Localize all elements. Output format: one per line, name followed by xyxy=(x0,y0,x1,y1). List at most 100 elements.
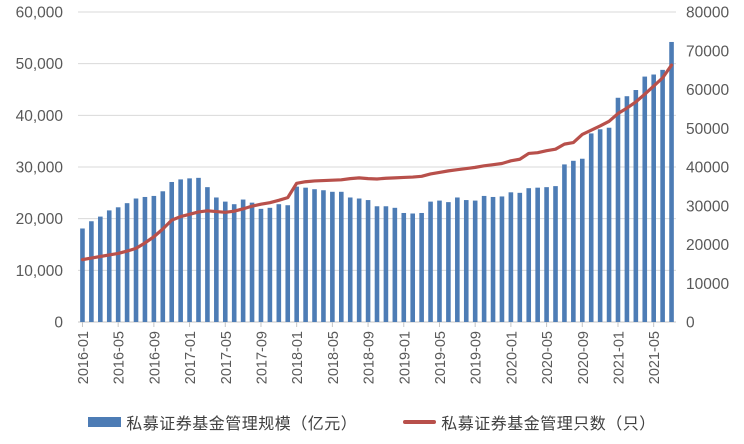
bar xyxy=(151,195,157,322)
bar xyxy=(196,177,201,322)
x-axis-tick-label: 2020-05 xyxy=(540,331,556,384)
x-axis-tick-label: 2016-01 xyxy=(76,331,92,384)
bar xyxy=(642,76,648,322)
y-axis-left-tick-label: 50,000 xyxy=(16,56,64,73)
y-axis-right-tick-label: 20000 xyxy=(686,237,729,254)
bar xyxy=(240,199,246,322)
bar xyxy=(633,90,639,323)
bar xyxy=(535,187,540,322)
legend-label-count: 私募证券基金管理只数（只） xyxy=(441,416,656,433)
x-axis-tick-label: 2019-05 xyxy=(433,331,449,384)
bar xyxy=(338,191,344,322)
bar xyxy=(508,192,514,322)
bar xyxy=(446,202,451,322)
bar xyxy=(205,187,210,322)
bar xyxy=(544,187,549,322)
bar xyxy=(321,190,326,322)
bar xyxy=(374,206,380,322)
x-axis-tick-label: 2018-01 xyxy=(290,331,306,384)
bar xyxy=(553,186,558,322)
bar xyxy=(330,191,335,322)
y-axis-right-tick-label: 30000 xyxy=(686,198,729,215)
x-axis-tick-label: 2020-09 xyxy=(576,331,592,384)
bar xyxy=(106,210,112,322)
bar xyxy=(142,196,148,322)
bar xyxy=(178,179,183,322)
x-axis-tick-label: 2017-01 xyxy=(183,331,199,384)
x-axis-tick-label: 2018-05 xyxy=(326,331,342,384)
bar xyxy=(437,200,442,322)
y-axis-left-tick-label: 0 xyxy=(54,315,63,332)
x-axis-tick-label: 2019-01 xyxy=(397,331,413,384)
bar xyxy=(276,204,282,322)
bar xyxy=(526,188,532,322)
bar xyxy=(231,204,237,322)
x-axis-tick-label: 2021-01 xyxy=(611,331,627,384)
y-axis-right-tick-label: 60000 xyxy=(686,82,729,99)
bar xyxy=(455,197,460,322)
bar xyxy=(428,201,433,322)
bar xyxy=(392,207,398,322)
bar xyxy=(222,201,228,322)
x-axis-tick-label: 2016-09 xyxy=(147,331,163,384)
x-axis-tick-label: 2019-09 xyxy=(469,331,485,384)
x-axis-tick-label: 2021-05 xyxy=(647,331,663,384)
combo-chart: 0 10,000 20,000 30,000 40,000 50,000 60,000 0 10… xyxy=(16,5,730,385)
bar xyxy=(410,213,416,322)
x-axis-tick-label: 2018-09 xyxy=(362,331,378,384)
bar xyxy=(651,74,656,323)
y-axis-left-tick-label: 20,000 xyxy=(16,211,64,228)
x-axis-tick-label: 2017-09 xyxy=(254,331,270,384)
y-axis-left-tick-label: 30,000 xyxy=(16,160,64,177)
bar xyxy=(606,127,612,322)
bar-series-swatch-icon xyxy=(88,417,122,427)
bar xyxy=(258,208,264,322)
y-axis-right-tick-label: 80000 xyxy=(686,5,729,22)
line-series-swatch-icon xyxy=(403,420,437,424)
bar xyxy=(169,181,175,322)
bar xyxy=(347,197,353,322)
bar xyxy=(562,164,567,322)
legend: 私募证券基金管理规模（亿元） 私募证券基金管理只数（只） xyxy=(0,404,744,440)
bar xyxy=(401,212,407,322)
bar xyxy=(115,207,121,322)
bar xyxy=(249,202,255,322)
y-axis-left-tick-label: 10,000 xyxy=(16,263,64,280)
bar xyxy=(472,200,478,322)
bar xyxy=(499,196,505,322)
y-axis-left-tick-label: 60,000 xyxy=(16,5,64,22)
bar xyxy=(660,69,665,322)
y-axis-right-tick-label: 50000 xyxy=(686,121,729,138)
y-axis-right-tick-label: 0 xyxy=(686,315,695,332)
y-axis-right-tick-label: 40000 xyxy=(686,160,729,177)
count-line xyxy=(80,63,674,262)
y-axis-right-tick-label: 10000 xyxy=(686,276,729,293)
bar xyxy=(365,200,371,322)
bar xyxy=(419,212,424,322)
bar xyxy=(133,198,139,322)
legend-item-scale[interactable]: 私募证券基金管理规模（亿元） xyxy=(88,410,357,434)
bar xyxy=(214,197,219,322)
bar xyxy=(303,187,308,322)
legend-item-count[interactable]: 私募证券基金管理只数（只） xyxy=(403,410,656,434)
bar xyxy=(615,97,621,323)
bar xyxy=(571,160,576,322)
bar xyxy=(579,158,585,322)
bar xyxy=(285,205,291,322)
bar xyxy=(80,228,85,322)
bar xyxy=(463,200,469,322)
x-axis-tick-label: 2016-05 xyxy=(112,331,128,384)
x-axis-tick-label: 2020-01 xyxy=(504,331,520,384)
legend-label-scale: 私募证券基金管理规模（亿元） xyxy=(126,416,358,433)
bar xyxy=(481,195,487,322)
bar xyxy=(588,133,594,322)
bar xyxy=(124,203,130,322)
bar xyxy=(267,207,273,322)
bar xyxy=(669,41,674,322)
bar xyxy=(160,191,166,322)
bar xyxy=(98,216,103,322)
bar xyxy=(624,96,630,322)
x-axis-tick-label: 2017-05 xyxy=(219,331,235,384)
bar xyxy=(490,196,496,322)
